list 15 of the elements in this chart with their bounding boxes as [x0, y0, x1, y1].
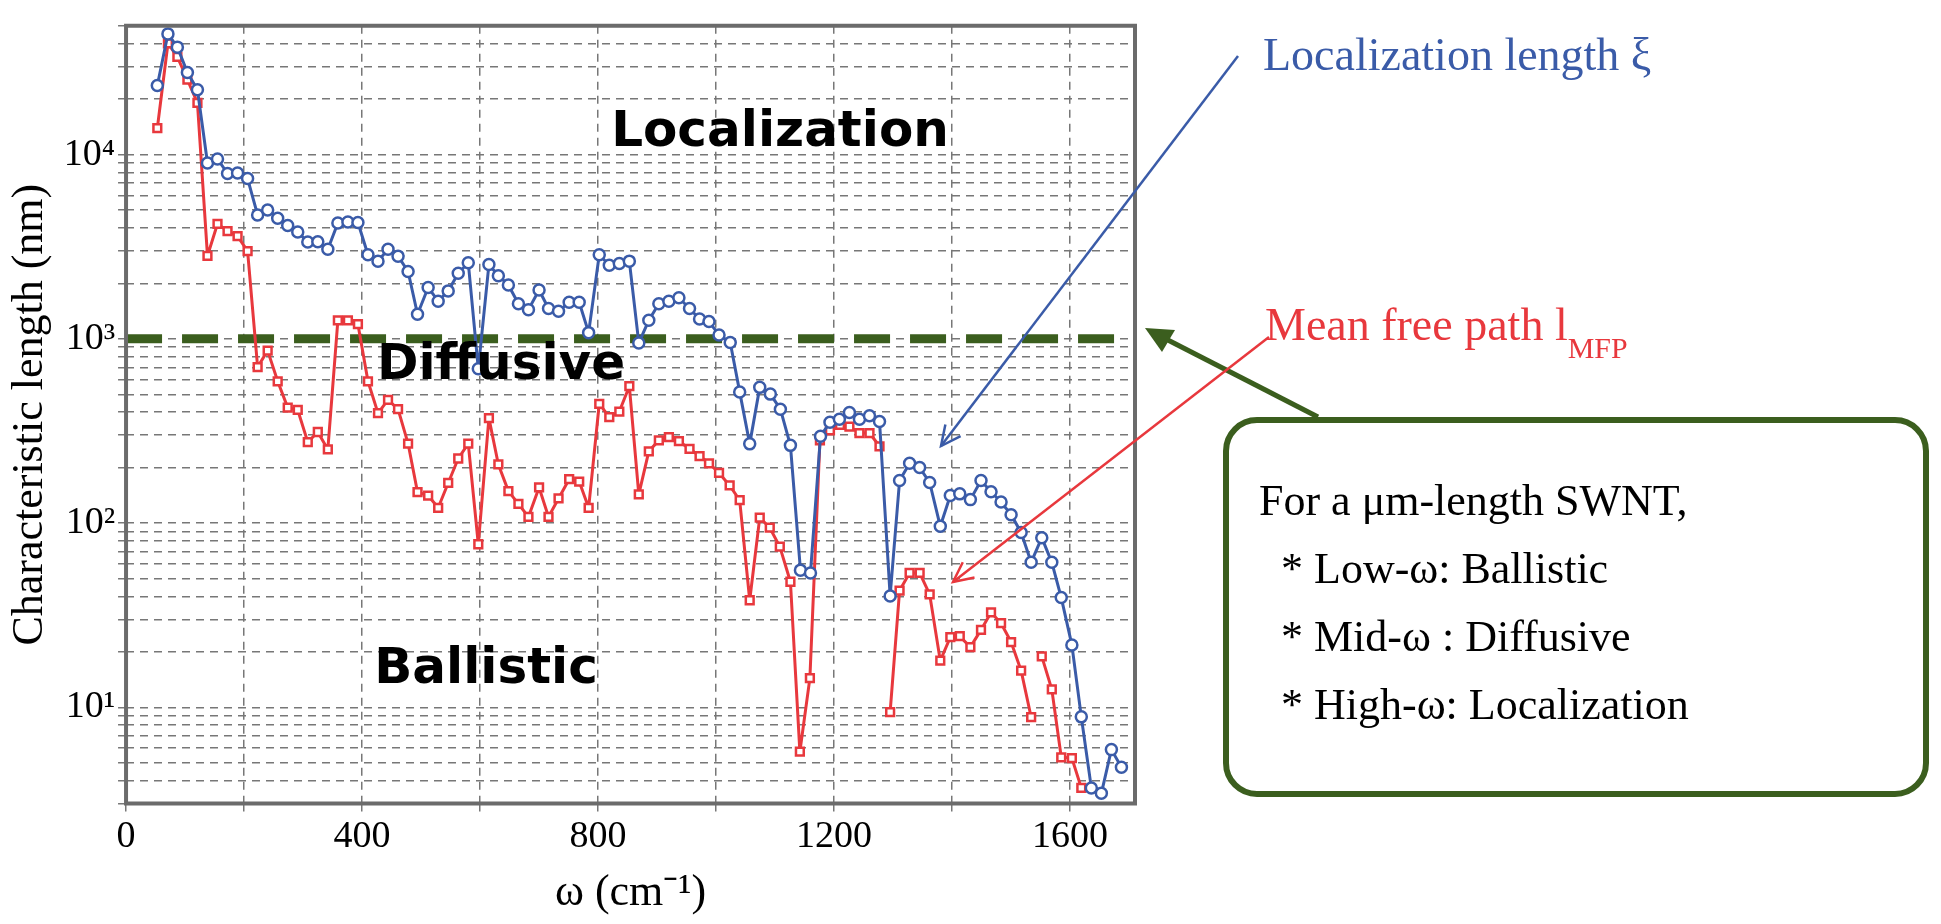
note-box: For a μm-length SWNT, * Low-ω: Ballistic * Mid-ω : Diffusive * High-ω: Localization [1223, 417, 1929, 797]
y-axis-title: Characteristic length (nm) [2, 183, 52, 646]
y-tick-label: 10² [65, 499, 116, 542]
annotation: Ballistic [374, 636, 598, 695]
x-tick-label: 400 [333, 813, 391, 856]
x-axis-title: ω (cm⁻¹) [554, 866, 707, 916]
y-tick-label: 10⁴ [63, 130, 116, 173]
x-tick-label: 1600 [1032, 813, 1109, 856]
text: Localization length ξ [1263, 29, 1652, 80]
x-tick-label: 1200 [796, 813, 873, 856]
y-tick-label: 10³ [65, 314, 116, 357]
x-tick-label: 0 [116, 813, 136, 856]
annotation: Localization [611, 99, 949, 158]
x-tick-label: 800 [569, 813, 627, 856]
y-tick-label: 10¹ [65, 683, 116, 726]
